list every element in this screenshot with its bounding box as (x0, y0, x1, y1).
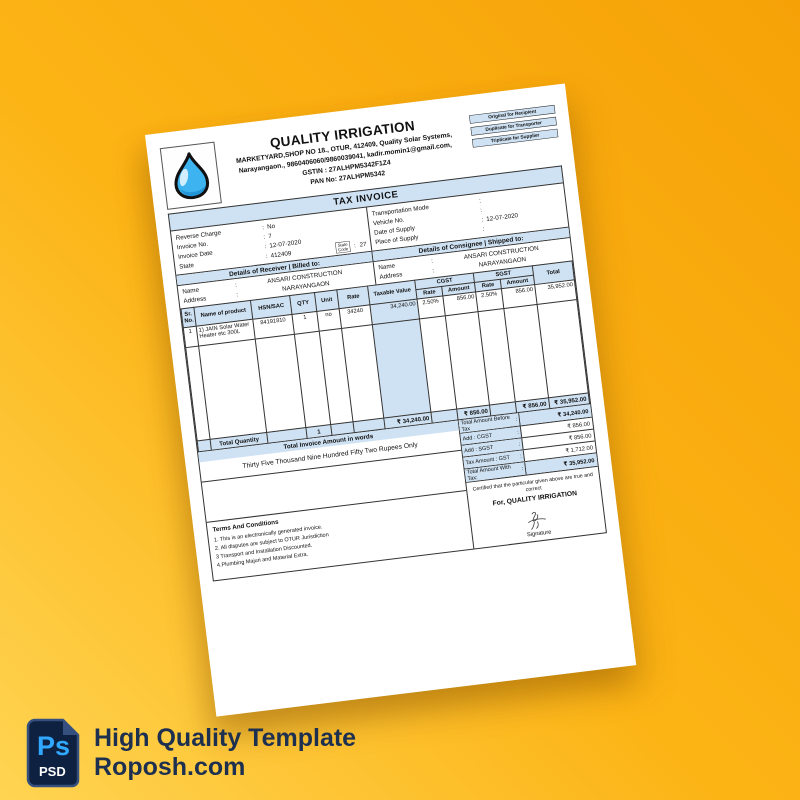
bottom-section: Total Invoice Amount in words Thirty Fiv… (198, 404, 606, 581)
invoice-paper: QUALITY IRRIGATION MARKETYARD,SHOP NO 18… (145, 83, 637, 717)
ps-badge-text: Ps (37, 731, 70, 761)
psd-file-icon: Ps PSD (26, 718, 80, 788)
signature-scribble-icon (528, 512, 546, 530)
colon (350, 241, 359, 251)
state-code-value: 27 (359, 240, 367, 249)
footer-line1: High Quality Template (94, 723, 357, 752)
footer-text: High Quality Template Roposh.com (94, 724, 356, 783)
invoice-header: QUALITY IRRIGATION MARKETYARD,SHOP NO 18… (159, 100, 562, 210)
invoice-body: Reverse ChargeNo Invoice No.7 Invoice Da… (169, 182, 607, 582)
footer-line2: Roposh.com (94, 753, 246, 781)
company-logo-box (159, 141, 222, 210)
copy-type-list: Original for Recipient Duplicate for Tra… (469, 104, 559, 148)
footer-branding: Ps PSD High Quality Template Roposh.com (26, 718, 356, 788)
certificate-block: Certified that the particular given abov… (466, 467, 606, 549)
psd-badge-text: PSD (39, 764, 66, 779)
state-code-label: State Code (335, 240, 351, 254)
bottom-right: Total Amount Before Tax ₹ 34,240.00 Add … (458, 404, 605, 548)
water-drop-icon (174, 152, 210, 200)
state-code-line2: Code (337, 246, 349, 253)
invoice-content: QUALITY IRRIGATION MARKETYARD,SHOP NO 18… (159, 100, 607, 582)
